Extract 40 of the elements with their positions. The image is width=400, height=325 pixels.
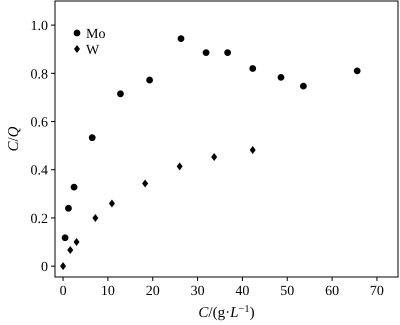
x-tick-label: 20: [146, 284, 160, 299]
y-axis-title: C/Q: [6, 126, 22, 152]
x-tick-label: 30: [190, 284, 205, 299]
point: [300, 82, 307, 90]
point: [146, 76, 153, 84]
y-tick-label: 0.2: [30, 212, 48, 227]
point: [176, 162, 183, 170]
point: [202, 49, 210, 56]
point: [60, 262, 66, 270]
y-tick-label: 1.0: [30, 19, 48, 34]
x-tick-label: 10: [100, 284, 115, 299]
point: [278, 74, 284, 81]
point: [250, 146, 256, 154]
legend-label: W: [86, 43, 100, 58]
x-tick-label: 50: [280, 284, 294, 299]
point: [249, 65, 256, 72]
y-tick-label: 0.6: [30, 116, 48, 131]
point: [178, 35, 184, 42]
x-tick-label: 70: [370, 284, 384, 299]
point: [67, 246, 74, 254]
point: [92, 214, 98, 222]
x-axis-title: C/(g·L$^{−1}$): [198, 304, 255, 321]
y-tick-label: 0.4: [30, 164, 48, 179]
point: [65, 204, 72, 212]
point: [88, 134, 96, 142]
point: [74, 238, 80, 246]
point: [224, 49, 232, 56]
x-tick-label: 60: [325, 284, 340, 299]
x-tick-label: 0: [60, 284, 67, 299]
point: [62, 234, 68, 242]
point: [142, 179, 148, 188]
legend-label: Mo: [86, 27, 106, 42]
point: [211, 152, 218, 161]
point: [354, 68, 361, 74]
point: [108, 199, 115, 208]
point: [70, 184, 78, 190]
point: [117, 90, 124, 98]
x-tick-label: 40: [235, 284, 250, 299]
y-tick-label: 0: [41, 260, 48, 276]
y-tick-label: 0.8: [30, 67, 48, 82]
